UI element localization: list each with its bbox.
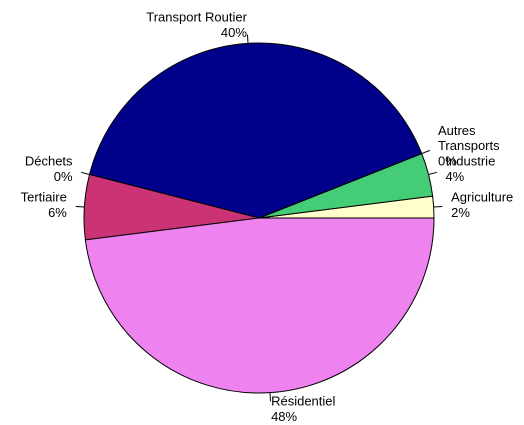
- slice-value-label: 40%: [221, 25, 247, 40]
- label-line: [433, 205, 443, 208]
- slice-value-label: 6%: [48, 205, 67, 220]
- slice-label: Transport Routier: [146, 10, 247, 25]
- slice-value-label: 0%: [438, 154, 457, 169]
- slice-value-label: 0%: [54, 169, 73, 184]
- label-line: [75, 205, 85, 208]
- label-line: [269, 392, 272, 402]
- label-line: [421, 149, 431, 155]
- slice-value-label: 4%: [445, 169, 464, 184]
- slice-label: Tertiaire: [21, 190, 67, 205]
- slice-label: Agriculture: [451, 190, 513, 205]
- label-line: [246, 34, 249, 44]
- label-line: [80, 171, 90, 175]
- pie-slice: [84, 217, 435, 394]
- slice-value-label: 2%: [451, 205, 470, 220]
- slice-value-label: 48%: [271, 409, 297, 424]
- slice-label: Résidentiel: [271, 394, 335, 409]
- slice-label: Déchets: [25, 154, 73, 169]
- slice-label: Industrie: [445, 154, 495, 169]
- label-line: [428, 171, 438, 175]
- slice-label: Autres Transports: [438, 124, 500, 154]
